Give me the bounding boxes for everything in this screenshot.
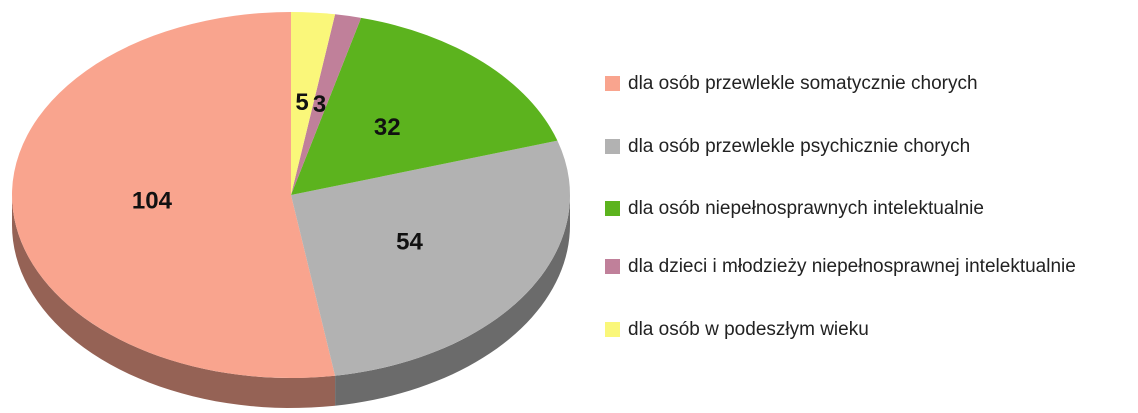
legend-swatch — [605, 139, 620, 154]
slice — [291, 14, 362, 196]
legend-item: dla osób przewlekle psychicznie chorych — [605, 135, 1123, 159]
data-label: 32 — [374, 114, 401, 141]
legend-label: dla osób w podeszłym wieku — [628, 319, 869, 340]
data-label: 54 — [396, 229, 423, 256]
legend-swatch — [605, 322, 620, 337]
data-label: 5 — [295, 89, 308, 116]
legend-item: dla osób w podeszłym wieku — [605, 318, 1123, 342]
legend-label: dla osób przewlekle psychicznie chorych — [628, 136, 971, 157]
legend-label: dla osób przewlekle somatycznie chorych — [628, 73, 978, 94]
legend-swatch — [605, 201, 620, 216]
legend-label: dla osób niepełnosprawnych intelektualni… — [628, 198, 984, 219]
legend-item: dla osób przewlekle somatycznie chorych — [605, 72, 1123, 96]
chart: 104 54 32 35 — [11, 12, 570, 408]
data-label: 104 — [132, 188, 173, 215]
slice-side — [335, 195, 570, 406]
legend-item: dla dzieci i młodzieży niepełnosprawnej … — [605, 255, 1123, 279]
legend-swatch — [605, 76, 620, 91]
slice — [291, 140, 570, 376]
slice — [11, 12, 336, 378]
legend-item: dla osób niepełnosprawnych intelektualni… — [605, 197, 1123, 221]
legend-swatch — [605, 259, 620, 274]
slice-side — [12, 195, 336, 408]
legend-label: dla dzieci i młodzieży niepełnosprawnej … — [628, 256, 1076, 277]
slice — [291, 12, 336, 195]
data-label: 3 — [313, 91, 326, 118]
slice — [291, 17, 558, 195]
